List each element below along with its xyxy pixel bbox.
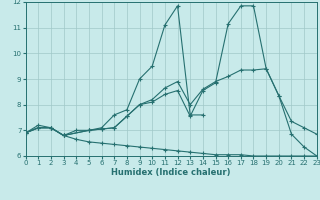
X-axis label: Humidex (Indice chaleur): Humidex (Indice chaleur) bbox=[111, 168, 231, 177]
